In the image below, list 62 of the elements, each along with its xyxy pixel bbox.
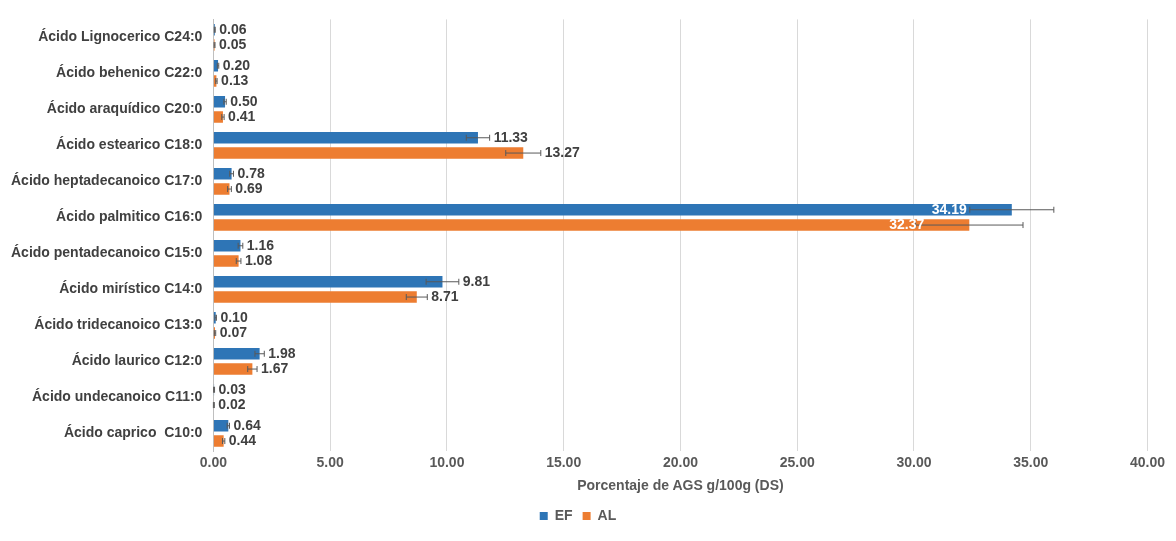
- bar: [213, 111, 223, 123]
- data-label: 8.71: [431, 287, 459, 304]
- bar: [213, 348, 260, 360]
- y-tick-label: Ácido estearico C18:0: [56, 136, 203, 153]
- x-tick-label: 0.00: [199, 453, 228, 470]
- data-label: 9.81: [462, 272, 491, 289]
- data-label: 34.19: [931, 200, 968, 217]
- data-label: 1.67: [261, 359, 289, 376]
- bar: [213, 168, 232, 180]
- data-label: 0.69: [235, 179, 263, 196]
- y-tick-label: Ácido mirístico C14:0: [59, 280, 203, 297]
- bar: [213, 240, 241, 252]
- legend-label: EF: [554, 506, 574, 523]
- data-label: 11.33: [493, 128, 529, 145]
- data-label: 0.06: [219, 20, 247, 37]
- data-label: 0.03: [218, 380, 247, 397]
- data-label: 0.05: [219, 35, 247, 52]
- bar: [213, 183, 230, 195]
- bar: [213, 291, 417, 303]
- data-label: 1.08: [244, 251, 273, 268]
- bar: [213, 276, 443, 288]
- data-label: 1.16: [246, 236, 275, 253]
- bar: [213, 435, 224, 447]
- y-tick-label: Ácido caprico C10:0: [63, 424, 203, 441]
- x-tick-label: 40.00: [1129, 453, 1166, 470]
- x-tick-label: 5.00: [316, 453, 344, 470]
- y-tick-label: Ácido heptadecanoico C17:0: [10, 172, 203, 189]
- bar: [213, 204, 1012, 216]
- y-tick-label: Ácido behenico C22:0: [56, 64, 203, 81]
- data-label: 0.02: [218, 395, 246, 412]
- data-label: 0.10: [220, 308, 248, 325]
- x-tick-label: 10.00: [429, 453, 465, 470]
- y-tick-label: Ácido Lignocerico C24:0: [38, 28, 203, 45]
- data-label: 0.64: [233, 416, 261, 433]
- x-tick-label: 15.00: [546, 453, 582, 470]
- x-tick-label: 25.00: [779, 453, 815, 470]
- data-label: 13.27: [544, 143, 581, 160]
- data-label: 0.41: [228, 107, 256, 124]
- x-tick-label: 35.00: [1013, 453, 1049, 470]
- bar: [213, 219, 970, 231]
- x-axis-title: Porcentaje de AGS g/100g (DS): [577, 477, 784, 494]
- x-tick-label: 20.00: [662, 453, 699, 470]
- y-tick-label: Ácido tridecanoico C13:0: [34, 316, 203, 333]
- bar: [213, 363, 253, 375]
- y-tick-label: Ácido palmitico C16:0: [56, 208, 203, 225]
- y-tick-label: Ácido undecanoico C11:0: [32, 388, 203, 405]
- x-tick-label: 30.00: [896, 453, 932, 470]
- y-tick-label: Ácido laurico C12:0: [71, 352, 203, 369]
- bar: [213, 255, 239, 267]
- data-label: 0.50: [230, 92, 258, 109]
- data-label: 0.07: [219, 323, 248, 340]
- y-tick-label: Ácido araquídico C20:0: [46, 100, 203, 117]
- data-label: 0.78: [237, 164, 265, 181]
- data-label: 0.20: [222, 56, 251, 73]
- y-tick-label: Ácido pentadecanoico C15:0: [10, 244, 203, 261]
- data-label: 0.13: [221, 71, 249, 88]
- data-label: 32.37: [889, 215, 925, 232]
- bar: [213, 132, 478, 144]
- legend-label: AL: [597, 506, 617, 523]
- bar: [213, 147, 524, 159]
- data-label: 0.44: [228, 431, 257, 448]
- data-label: 1.98: [268, 344, 296, 361]
